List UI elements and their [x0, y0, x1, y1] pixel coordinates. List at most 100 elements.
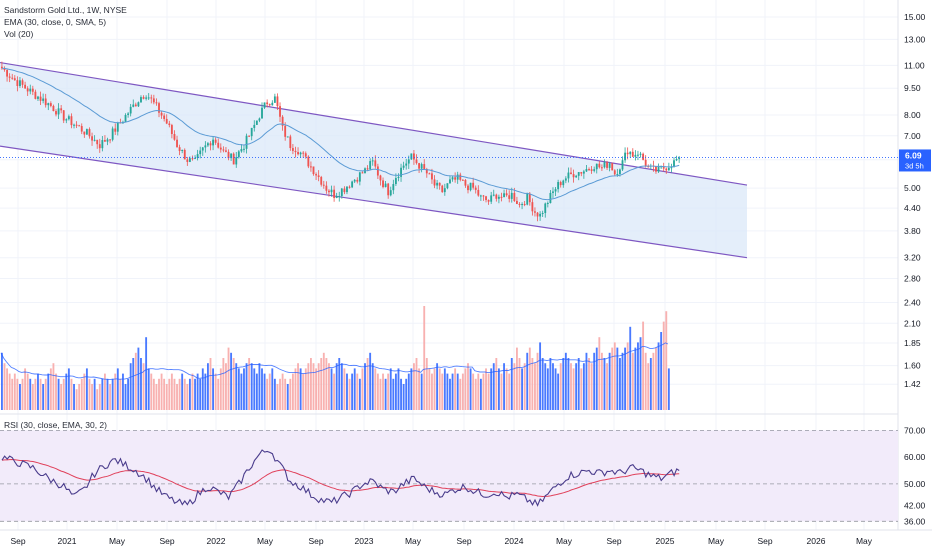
- volume-bar: [268, 373, 271, 410]
- volume-bar: [660, 332, 663, 410]
- volume-bar: [454, 368, 457, 410]
- candle-body: [606, 162, 608, 168]
- volume-bar: [510, 358, 513, 410]
- volume-bar: [8, 373, 11, 410]
- candle-body: [183, 149, 186, 160]
- candle: [392, 179, 395, 195]
- candle-body: [549, 192, 552, 203]
- volume-bar: [619, 358, 621, 410]
- candle-body: [608, 163, 611, 168]
- time-tick-label: 2025: [656, 536, 675, 546]
- time-tick-label: 2024: [505, 536, 524, 546]
- candle: [11, 73, 14, 80]
- volume-bar: [98, 384, 101, 410]
- candle-body: [176, 139, 178, 148]
- candle-body: [534, 211, 536, 213]
- volume-bar: [235, 363, 238, 410]
- volume-bar: [183, 378, 186, 410]
- volume-bar: [147, 368, 150, 410]
- candle-body: [567, 172, 570, 179]
- candle-body: [80, 126, 83, 132]
- volume-bar: [642, 321, 645, 410]
- candle-body: [104, 140, 106, 142]
- price-tick-label: 1.60: [904, 361, 921, 371]
- candle: [134, 102, 137, 107]
- candle: [335, 192, 338, 199]
- candle: [183, 148, 186, 160]
- candle: [580, 171, 583, 177]
- candle: [552, 187, 554, 199]
- candle-body: [449, 179, 451, 184]
- candle: [129, 103, 132, 117]
- candle-body: [129, 106, 132, 114]
- candle: [310, 161, 312, 172]
- candle: [595, 163, 598, 174]
- volume-bar: [613, 342, 616, 410]
- candle: [6, 69, 9, 82]
- candle: [366, 165, 369, 172]
- volume-bar: [657, 342, 660, 410]
- volume-bar: [557, 373, 560, 410]
- candle: [418, 162, 421, 173]
- candle-body: [613, 170, 616, 175]
- volume-bar: [73, 384, 75, 410]
- candle-body: [536, 212, 539, 217]
- candle: [508, 190, 511, 203]
- candle: [534, 207, 536, 217]
- candle-body: [60, 108, 63, 111]
- volume-bar: [127, 378, 130, 410]
- candle-body: [188, 158, 191, 162]
- candle: [397, 173, 400, 182]
- volume-bar: [227, 347, 230, 410]
- candle-body: [436, 182, 439, 186]
- candle-body: [109, 139, 112, 141]
- candle-body: [132, 104, 135, 107]
- candle-body: [268, 104, 271, 106]
- volume-bar: [487, 373, 490, 410]
- candle: [232, 152, 235, 165]
- candle-body: [111, 128, 114, 140]
- candle: [639, 151, 642, 158]
- volume-bar: [446, 373, 449, 410]
- candle-body: [88, 129, 91, 137]
- candle: [678, 156, 681, 163]
- candle: [225, 147, 227, 153]
- candle-body: [134, 104, 137, 107]
- candle-body: [21, 80, 24, 85]
- candle-body: [557, 182, 560, 190]
- volume-bar: [433, 368, 436, 410]
- candle: [214, 137, 217, 145]
- candle: [451, 175, 454, 182]
- candle-body: [402, 165, 405, 168]
- candle-body: [1, 66, 3, 69]
- volume-bar: [449, 378, 451, 410]
- candle: [629, 151, 632, 159]
- volume-bar: [304, 368, 307, 410]
- candle-body: [356, 179, 359, 182]
- volume-bar: [423, 306, 426, 410]
- channel-fill: [0, 62, 747, 258]
- volume-bar: [425, 358, 428, 410]
- candle-body: [302, 152, 305, 154]
- candle-body: [497, 196, 500, 199]
- volume-bar: [29, 378, 32, 410]
- volume-bar: [65, 373, 68, 410]
- candle-body: [366, 168, 369, 170]
- candle: [585, 164, 588, 172]
- candle-body: [91, 136, 93, 141]
- candle: [405, 158, 408, 170]
- candle-body: [250, 127, 253, 137]
- candle: [428, 172, 431, 175]
- candle-body: [351, 181, 354, 188]
- candle-body: [273, 96, 276, 103]
- candle: [98, 138, 101, 153]
- candle: [302, 151, 305, 158]
- volume-bar: [134, 352, 137, 410]
- volume-bar: [140, 358, 142, 410]
- candle-body: [413, 153, 415, 160]
- rsi-line: [1, 449, 680, 507]
- candle-body: [647, 166, 650, 168]
- volume-bar: [11, 378, 14, 410]
- candle: [523, 200, 526, 207]
